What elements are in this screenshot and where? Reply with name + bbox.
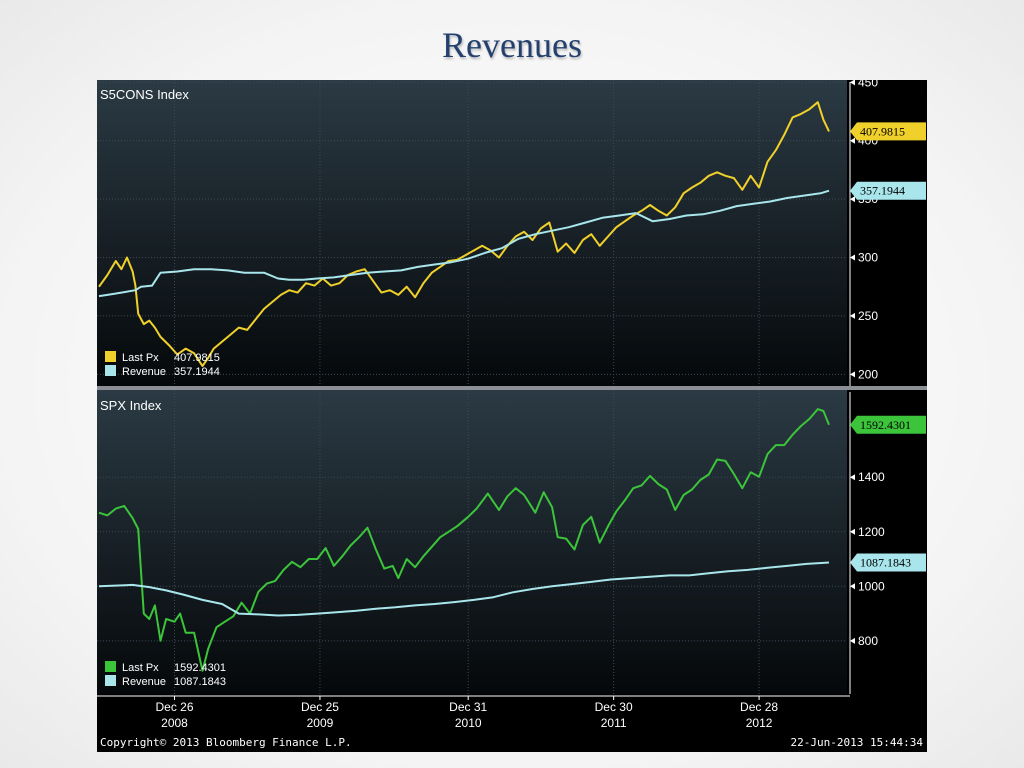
s5cons-legend-swatch-revenue xyxy=(105,365,116,376)
spx-end-label-box xyxy=(850,415,926,434)
s5cons-y-tick-label: 450 xyxy=(858,80,878,89)
spx-plot-area xyxy=(97,390,847,694)
s5cons-y-tick-mark xyxy=(850,371,855,378)
x-tick-label-year: 2009 xyxy=(307,716,334,730)
s5cons-y-tick-mark xyxy=(850,196,855,203)
s5cons-y-tick-mark xyxy=(850,137,855,144)
x-tick-label-year: 2011 xyxy=(601,716,627,730)
x-tick-label-year: 2008 xyxy=(161,716,188,730)
spx-gridlines xyxy=(97,390,847,694)
spx-y-tick-label: 1200 xyxy=(858,525,885,539)
spx-end-label-value: 1087.1843 xyxy=(860,556,911,570)
slide-title: Revenues xyxy=(442,25,582,65)
s5cons-legend-label-last-px: Last Px xyxy=(122,352,159,364)
spx-legend-swatch-last-px xyxy=(105,661,116,672)
x-tick-label-month: Dec 28 xyxy=(740,700,778,714)
timestamp-text: 22-Jun-2013 15:44:34 xyxy=(791,736,924,749)
spx-y-tick-label: 800 xyxy=(858,634,878,648)
s5cons-panel: S5CONS Index Last Px 407.9815 Revenue 35… xyxy=(97,80,926,386)
spx-legend-label-last-px: Last Px xyxy=(122,662,159,674)
spx-y-tick-mark xyxy=(850,474,855,481)
spx-end-labels: 1592.4301 1087.1843 xyxy=(850,415,926,572)
spx-legend-label-revenue: Revenue xyxy=(122,676,166,688)
s5cons-y-tick-mark xyxy=(850,80,855,86)
s5cons-legend-swatch-last-px xyxy=(105,351,116,362)
spx-last-px-line xyxy=(98,408,830,672)
s5cons-legend: Last Px 407.9815 Revenue 357.1944 xyxy=(105,351,220,378)
s5cons-end-label-value: 357.1944 xyxy=(860,184,905,198)
x-axis-ticks: Dec 26 2008 Dec 25 2009 Dec 31 2010 Dec 30 2011… xyxy=(156,696,778,730)
x-tick-label-month: Dec 31 xyxy=(449,700,487,714)
s5cons-y-tick-mark xyxy=(850,312,855,319)
s5cons-title: S5CONS Index xyxy=(100,87,189,102)
s5cons-y-tick-label: 250 xyxy=(858,309,878,323)
s5cons-end-label-box xyxy=(850,122,926,141)
s5cons-legend-value-revenue: 357.1944 xyxy=(174,366,220,378)
s5cons-legend-value-last-px: 407.9815 xyxy=(174,352,220,364)
s5cons-revenue-line xyxy=(98,189,830,298)
spx-end-label-box xyxy=(850,553,926,572)
spx-legend-swatch-revenue xyxy=(105,675,116,686)
spx-title: SPX Index xyxy=(100,398,162,413)
spx-legend: Last Px 1592.4301 Revenue 1087.1843 xyxy=(105,661,226,688)
spx-panel: SPX Index Last Px 1592.4301 Revenue 1087… xyxy=(97,390,926,694)
spx-y-tick-mark xyxy=(850,528,855,535)
s5cons-end-labels: 407.9815 357.1944 xyxy=(850,122,926,200)
s5cons-y-tick-mark xyxy=(850,254,855,261)
spx-y-ticks: 800 1000 1200 1400 xyxy=(850,470,885,648)
spx-y-tick-mark xyxy=(850,637,855,644)
spx-y-tick-label: 1400 xyxy=(858,470,885,484)
spx-revenue-line xyxy=(98,561,830,617)
bloomberg-terminal-chart: S5CONS Index Last Px 407.9815 Revenue 35… xyxy=(97,80,927,752)
s5cons-end-label-box xyxy=(850,181,926,200)
s5cons-legend-label-revenue: Revenue xyxy=(122,366,166,378)
s5cons-last-px-line xyxy=(98,101,830,368)
s5cons-series xyxy=(98,101,830,368)
spx-legend-value-revenue: 1087.1843 xyxy=(174,676,226,688)
x-tick-label-month: Dec 26 xyxy=(156,700,194,714)
spx-y-tick-mark xyxy=(850,583,855,590)
x-tick-label-year: 2012 xyxy=(746,716,773,730)
x-tick-label-month: Dec 25 xyxy=(301,700,339,714)
copyright-text: Copyright© 2013 Bloomberg Finance L.P. xyxy=(100,736,352,749)
s5cons-end-label-value: 407.9815 xyxy=(860,124,905,138)
panel-divider xyxy=(97,386,927,390)
s5cons-y-tick-label: 300 xyxy=(858,251,878,265)
spx-y-tick-label: 1000 xyxy=(858,579,885,593)
spx-legend-value-last-px: 1592.4301 xyxy=(174,662,226,674)
chart-canvas: S5CONS Index Last Px 407.9815 Revenue 35… xyxy=(97,80,927,749)
s5cons-plot-area xyxy=(97,80,847,386)
x-tick-label-month: Dec 30 xyxy=(595,700,633,714)
spx-end-label-value: 1592.4301 xyxy=(860,418,911,432)
s5cons-y-tick-label: 200 xyxy=(858,367,878,381)
x-tick-label-year: 2010 xyxy=(455,716,482,730)
spx-series xyxy=(98,408,830,672)
